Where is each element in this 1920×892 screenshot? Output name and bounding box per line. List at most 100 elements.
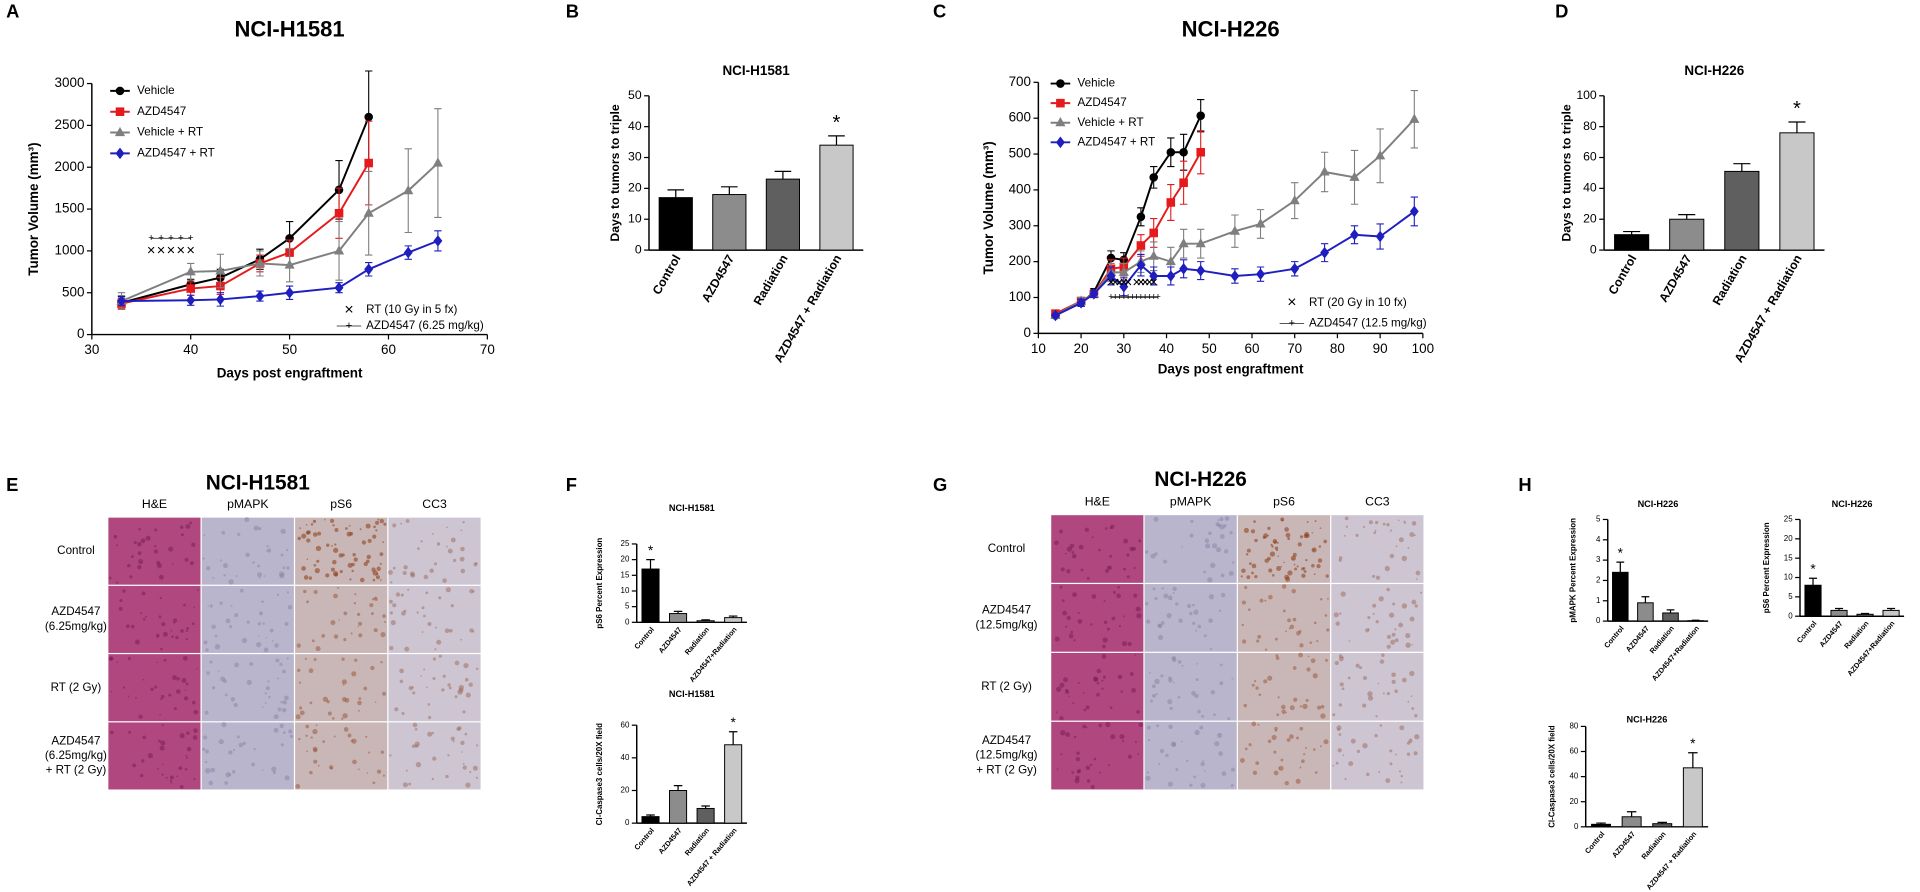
tissue-texture <box>1343 534 1346 537</box>
tissue-texture <box>1146 725 1151 730</box>
tissue-texture <box>1110 524 1115 529</box>
tissue-texture <box>1386 692 1391 696</box>
tissue-texture <box>130 555 134 559</box>
tissue-texture <box>1208 618 1213 623</box>
tissue-texture <box>1123 615 1126 618</box>
x-tick-label: Control <box>1602 624 1626 650</box>
bar <box>1614 234 1650 251</box>
tissue-texture <box>1199 725 1204 730</box>
tissue-texture <box>461 751 463 753</box>
tissue-texture <box>1340 591 1346 597</box>
tissue-texture <box>257 526 262 531</box>
tissue-texture <box>1292 666 1297 670</box>
column-header: CC3 <box>1365 495 1390 509</box>
tissue-image <box>1331 515 1424 583</box>
tissue-texture <box>1290 555 1297 561</box>
legend-label: Vehicle <box>1078 77 1116 90</box>
tissue-texture <box>1205 543 1211 549</box>
tissue-texture <box>442 578 447 583</box>
tissue-texture <box>1302 566 1306 570</box>
tissue-texture <box>373 525 376 529</box>
y-tick-label: 0 <box>1596 616 1601 625</box>
tissue-texture <box>1131 688 1136 693</box>
tissue-texture <box>383 522 387 526</box>
tissue-texture <box>1276 713 1280 717</box>
tissue-texture <box>1200 782 1206 788</box>
tissue-texture <box>1251 683 1255 687</box>
y-tick-label: 20 <box>621 555 630 564</box>
tissue-texture <box>414 728 418 731</box>
tissue-texture <box>366 772 369 774</box>
column-header: pMAPK <box>227 497 269 511</box>
tissue-texture <box>180 533 184 537</box>
legend-label: AZD4547 + RT <box>137 146 215 159</box>
bar <box>669 789 688 824</box>
tissue-texture <box>168 546 174 552</box>
tissue-texture <box>1375 575 1381 580</box>
point <box>333 245 345 255</box>
tissue-texture <box>1112 590 1116 594</box>
legend-label: AZD4547 + RT <box>1078 135 1156 148</box>
chart-title: NCI-H1581 <box>669 689 715 699</box>
point <box>1196 111 1205 120</box>
y-tick-label: 20 <box>1583 211 1597 225</box>
error-bar <box>1666 609 1675 613</box>
row-label: Control <box>988 542 1025 555</box>
tissue-texture <box>1060 753 1063 756</box>
tissue-texture <box>1273 540 1277 544</box>
tissue-texture <box>460 546 465 552</box>
legend-label: Vehicle + RT <box>137 126 203 139</box>
tissue-texture <box>244 517 250 523</box>
chart-title: NCI-H226 <box>1638 499 1679 509</box>
y-tick-label: 25 <box>621 539 630 548</box>
point <box>1051 309 1060 322</box>
tissue-texture <box>321 634 326 638</box>
tissue-texture <box>373 628 378 633</box>
tissue-texture <box>289 734 294 739</box>
tissue-texture <box>1231 561 1235 564</box>
tissue-texture <box>1256 639 1260 643</box>
y-tick-label: 4 <box>1596 535 1601 544</box>
tissue-texture <box>159 745 165 751</box>
error-bar <box>673 784 683 791</box>
tissue-texture <box>1224 516 1230 521</box>
tissue-texture <box>160 697 163 700</box>
point <box>432 157 443 167</box>
tissue-texture <box>1394 689 1398 694</box>
tissue-texture <box>299 710 305 716</box>
tissue-texture <box>158 739 161 743</box>
tissue-texture <box>127 695 130 698</box>
tissue-texture <box>1367 691 1373 697</box>
tissue-texture <box>1400 774 1403 778</box>
panel-letter: G <box>933 474 947 495</box>
tissue-texture <box>1123 567 1127 571</box>
tissue-texture <box>309 770 313 775</box>
treatment-marker: × <box>186 243 195 259</box>
tissue-texture <box>475 667 479 671</box>
column-header: H&E <box>142 497 167 511</box>
tissue-texture <box>133 540 137 545</box>
tissue-image <box>388 585 481 653</box>
tissue-texture <box>144 615 147 618</box>
significance-marker: * <box>648 543 654 558</box>
tissue-texture <box>1274 726 1278 731</box>
significance-marker: * <box>1793 98 1801 120</box>
tissue-texture <box>202 557 205 560</box>
treatment-marker: × <box>1107 275 1116 291</box>
tissue-texture <box>382 541 385 544</box>
tissue-texture <box>1344 777 1347 781</box>
tissue-texture <box>1148 671 1151 674</box>
tissue-texture <box>1355 663 1360 668</box>
tissue-texture <box>1378 596 1384 602</box>
point <box>1136 241 1146 250</box>
point <box>115 86 125 96</box>
bar <box>724 744 743 824</box>
tissue-texture <box>1338 558 1342 562</box>
tissue-texture <box>334 543 337 546</box>
tissue-texture <box>122 589 126 593</box>
tissue-texture <box>179 525 184 529</box>
tissue-texture <box>1101 654 1107 659</box>
tissue-texture <box>453 558 457 563</box>
tissue-texture <box>1347 676 1351 680</box>
tissue-texture <box>354 593 357 596</box>
